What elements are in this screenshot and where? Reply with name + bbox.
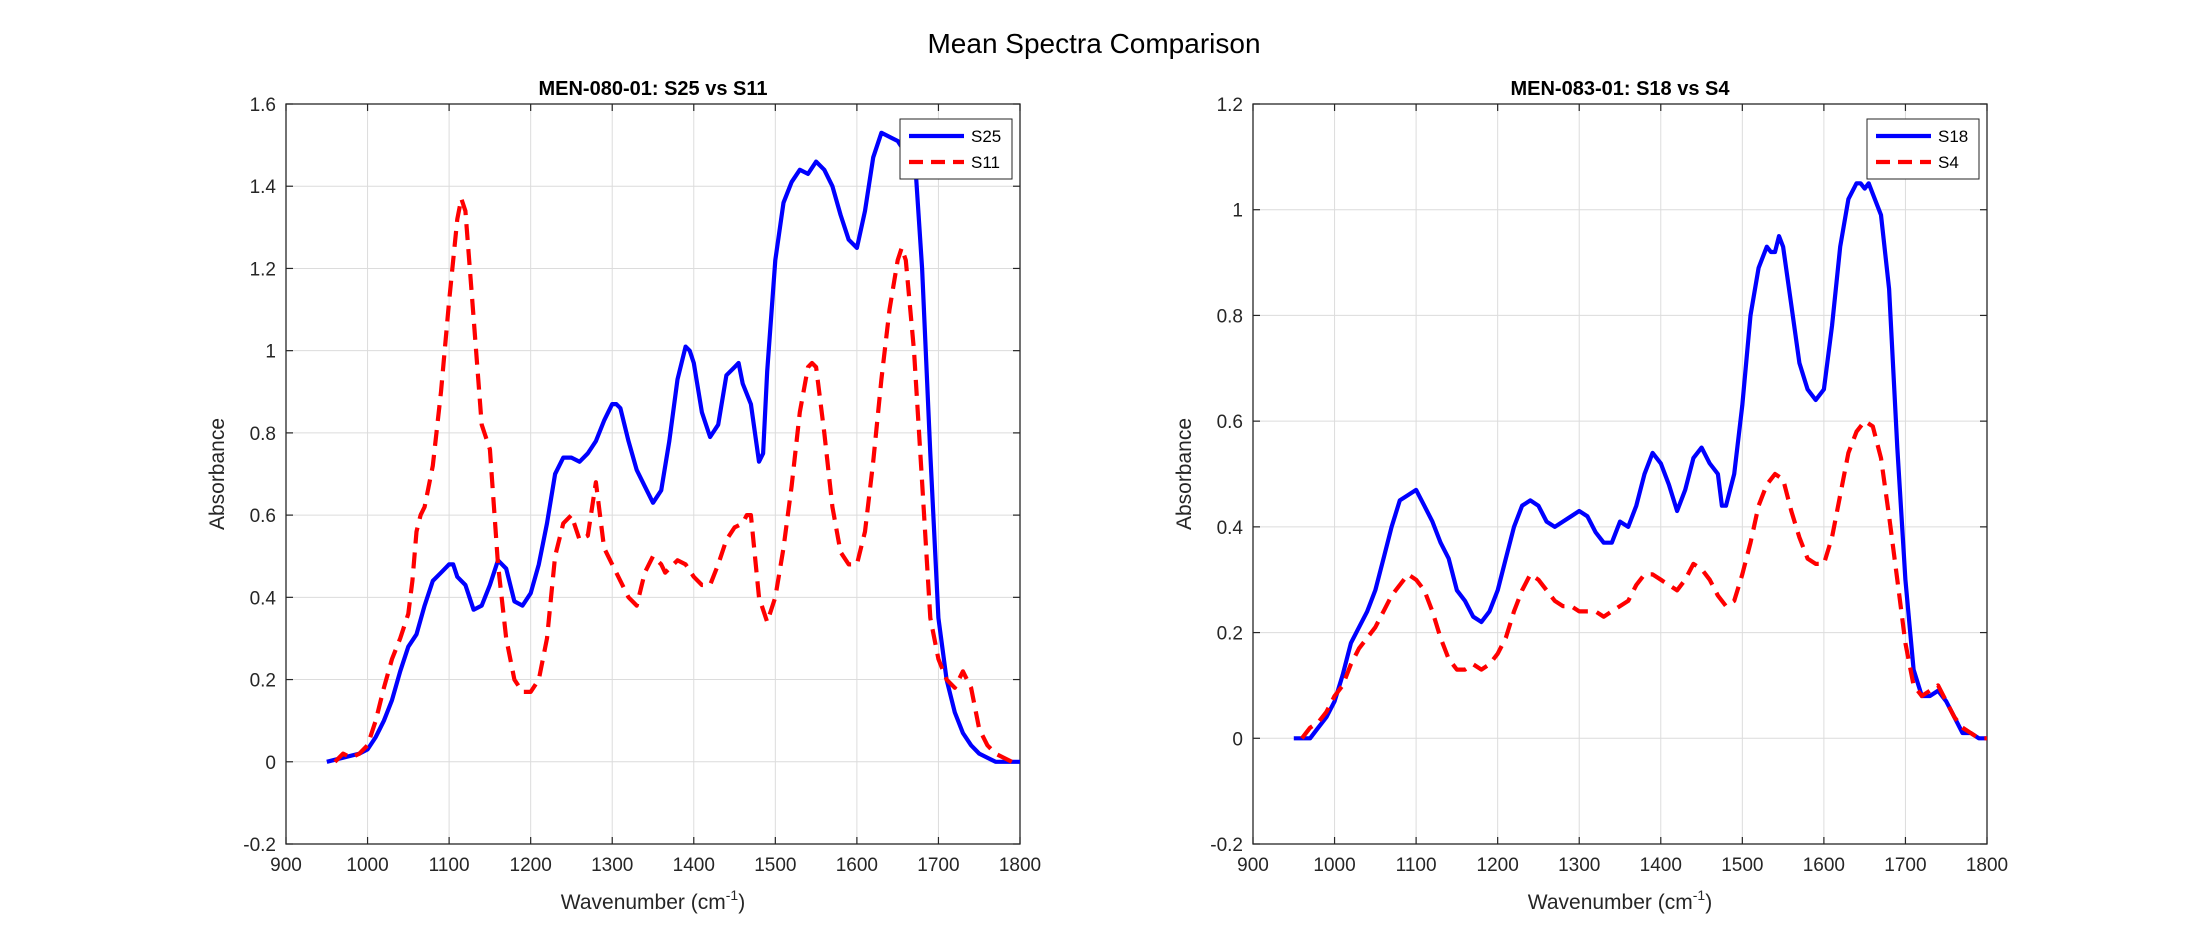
subplot-men-083-01: 900 1000 1100 1200 1300 1400 1500 1600 1700 1800 -…	[1173, 78, 2008, 914]
x-tick-label: 1200	[1477, 855, 1519, 876]
axes-title: MEN-080-01: S25 vs S11	[538, 78, 767, 100]
y-tick-label: 0.6	[250, 506, 276, 527]
series-line-s18	[1293, 181, 1987, 741]
y-tick-label: 1	[1232, 201, 1243, 222]
x-tick-label: 1600	[1803, 855, 1845, 876]
axes-box	[1252, 103, 1988, 845]
y-tick-label: 0.8	[1217, 306, 1243, 327]
y-tick-label: 0	[265, 753, 276, 774]
figure-title: Mean Spectra Comparison	[927, 28, 1260, 59]
x-tick-label: 900	[270, 855, 302, 876]
x-tick-label: 1500	[754, 855, 796, 876]
x-tick-label: 1300	[591, 855, 633, 876]
y-tick-label: -0.2	[243, 835, 276, 856]
y-tick-label: 0.2	[1217, 624, 1243, 645]
axes-title: MEN-083-01: S18 vs S4	[1510, 78, 1730, 100]
x-tick-label: 1000	[346, 855, 388, 876]
x-axis-label: Wavenumber (cm-1)	[561, 887, 745, 914]
series-line-s11	[333, 196, 1020, 764]
x-tick-label: 1800	[1966, 855, 2008, 876]
x-tick-label: 1300	[1558, 855, 1600, 876]
x-axis-label-main: Wavenumber (cm	[561, 891, 726, 914]
y-tick-label: 1.6	[250, 95, 276, 116]
y-tick-label: -0.2	[1210, 835, 1243, 856]
y-tick-label: 1.4	[250, 177, 277, 198]
x-tick-label: 1000	[1313, 855, 1355, 876]
x-tick-label: 900	[1237, 855, 1269, 876]
legend-label-s11: S11	[971, 153, 1000, 172]
legend-label-s4: S4	[1938, 153, 1959, 172]
x-tick-label: 1100	[429, 855, 470, 876]
x-tick-label: 1400	[673, 855, 715, 876]
x-axis-label-main: Wavenumber (cm	[1528, 891, 1693, 914]
x-tick-label: 1600	[836, 855, 878, 876]
y-tick-label: 0.6	[1217, 412, 1243, 433]
x-tick-label: 1700	[1884, 855, 1926, 876]
x-axis-label-superscript: -1	[726, 887, 739, 903]
x-tick-label: 1100	[1396, 855, 1437, 876]
legend-label-s25: S25	[971, 127, 1001, 146]
subplot-men-080-01: 900 1000 1100 1200 1300 1400 1500 1600 1700 1800 -…	[206, 78, 1041, 914]
x-tick-label: 1800	[999, 855, 1041, 876]
legend-box	[899, 118, 1013, 180]
x-axis-label-suffix: )	[1705, 891, 1712, 914]
x-axis-label-suffix: )	[738, 891, 745, 914]
y-tick-label: 0.4	[1217, 518, 1244, 539]
x-axis-label-superscript: -1	[1693, 887, 1706, 903]
legend-label-s18: S18	[1938, 127, 1968, 146]
y-axis-label: Absorbance	[206, 418, 229, 530]
x-tick-label: 1200	[510, 855, 552, 876]
y-tick-label: 0.4	[250, 588, 277, 609]
x-tick-label: 1500	[1721, 855, 1763, 876]
series-line-s4	[1300, 419, 1987, 741]
legend-box	[1866, 118, 1980, 180]
x-tick-label: 1700	[917, 855, 959, 876]
axes-box	[285, 103, 1021, 845]
y-axis-label: Absorbance	[1173, 418, 1196, 530]
x-axis-label: Wavenumber (cm-1)	[1528, 887, 1712, 914]
y-tick-label: 1.2	[250, 259, 276, 280]
y-tick-label: 0	[1232, 729, 1243, 750]
y-tick-label: 1	[265, 342, 276, 363]
x-tick-label: 1400	[1640, 855, 1682, 876]
y-tick-label: 0.2	[250, 671, 276, 692]
y-tick-label: 1.2	[1217, 95, 1243, 116]
y-tick-label: 0.8	[250, 424, 276, 445]
